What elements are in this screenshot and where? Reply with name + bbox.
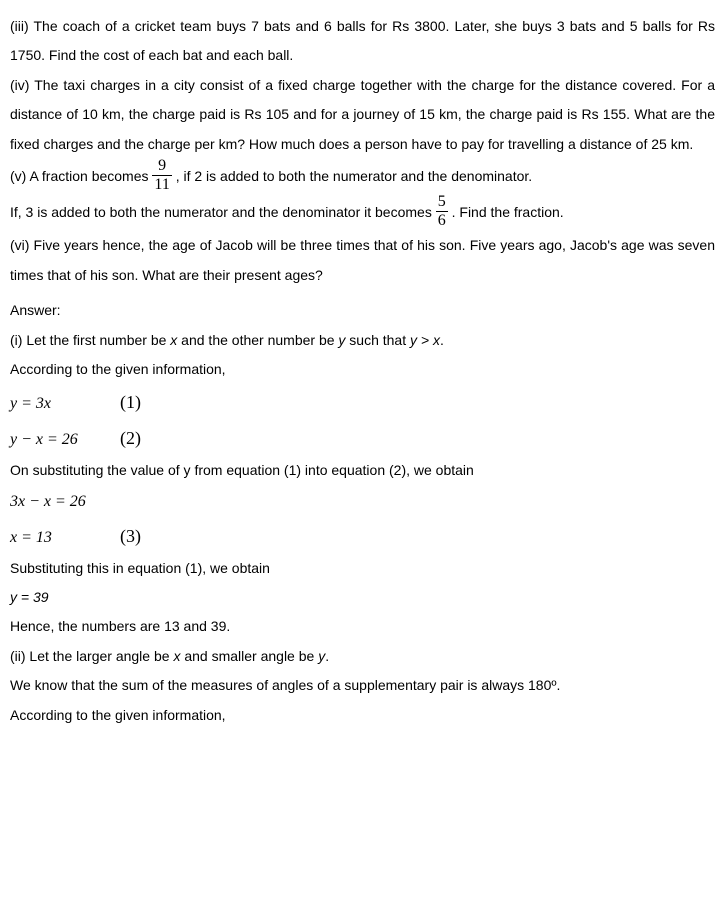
equation-3b: x = 13 (3): [10, 518, 715, 554]
supplementary-text: We know that the sum of the measures of …: [10, 671, 715, 700]
substitute-text: On substituting the value of y from equa…: [10, 456, 715, 485]
fraction-numerator: 5: [436, 193, 448, 212]
problem-vi: (vi) Five years hence, the age of Jacob …: [10, 231, 715, 290]
fraction-5-6: 5 6: [436, 193, 448, 229]
problem-v-part1a: (v) A fraction becomes: [10, 168, 152, 184]
sub-in-1-text: Substituting this in equation (1), we ob…: [10, 554, 715, 583]
answer-ii-intro: (ii) Let the larger angle be x and small…: [10, 642, 715, 671]
equation-number: (3): [120, 518, 141, 554]
fraction-9-11: 9 11: [152, 157, 171, 193]
text: .: [325, 648, 329, 664]
problem-v-part1b: , if 2 is added to both the numerator an…: [176, 168, 532, 184]
equation-number: (2): [120, 420, 141, 456]
problem-iv: (iv) The taxi charges in a city consist …: [10, 71, 715, 159]
problem-iii: (iii) The coach of a cricket team buys 7…: [10, 12, 715, 71]
answer-label: Answer:: [10, 296, 715, 325]
equation-2: y − x = 26 (2): [10, 420, 715, 456]
text: (ii) Let the larger angle be: [10, 648, 173, 664]
problem-v-part2b: . Find the fraction.: [452, 204, 564, 220]
relation: y > x: [410, 332, 440, 348]
text: such that: [345, 332, 410, 348]
y-value: y = 39: [10, 583, 715, 612]
equation-lhs: y − x = 26: [10, 424, 120, 456]
equation-number: (1): [120, 384, 141, 420]
fraction-numerator: 9: [152, 157, 171, 176]
according-text: According to the given information,: [10, 355, 715, 384]
text: and the other number be: [177, 332, 338, 348]
text: and smaller angle be: [180, 648, 318, 664]
problem-v-line2: If, 3 is added to both the numerator and…: [10, 195, 715, 231]
fraction-denominator: 11: [152, 176, 171, 194]
equation-lhs: x = 13: [10, 522, 120, 554]
equation-lhs: y = 3x: [10, 388, 120, 420]
equation-1: y = 3x (1): [10, 384, 715, 420]
equation-3a: 3x − x = 26: [10, 486, 715, 518]
according-text-2: According to the given information,: [10, 701, 715, 730]
fraction-denominator: 6: [436, 212, 448, 230]
text: (i) Let the first number be: [10, 332, 170, 348]
hence-text: Hence, the numbers are 13 and 39.: [10, 612, 715, 641]
problem-v-line1: (v) A fraction becomes 9 11 , if 2 is ad…: [10, 159, 715, 195]
problem-v-part2a: If, 3 is added to both the numerator and…: [10, 204, 436, 220]
answer-i-intro: (i) Let the first number be x and the ot…: [10, 326, 715, 355]
text: .: [440, 332, 444, 348]
